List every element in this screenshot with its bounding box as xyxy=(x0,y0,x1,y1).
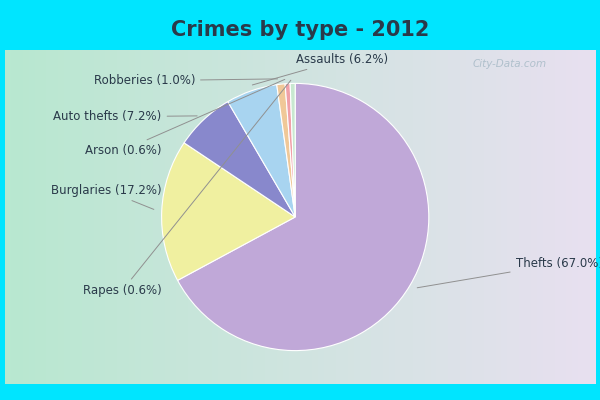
Text: City-Data.com: City-Data.com xyxy=(472,59,547,69)
Wedge shape xyxy=(178,83,429,350)
Text: Arson (0.6%): Arson (0.6%) xyxy=(85,79,285,157)
Wedge shape xyxy=(161,143,295,280)
Wedge shape xyxy=(285,84,295,217)
Text: Rapes (0.6%): Rapes (0.6%) xyxy=(83,80,291,297)
Text: Robberies (1.0%): Robberies (1.0%) xyxy=(94,74,278,87)
Text: Assaults (6.2%): Assaults (6.2%) xyxy=(253,53,388,85)
Text: Burglaries (17.2%): Burglaries (17.2%) xyxy=(51,184,161,210)
Wedge shape xyxy=(277,84,295,217)
Wedge shape xyxy=(184,102,295,217)
Wedge shape xyxy=(290,83,295,217)
Text: Crimes by type - 2012: Crimes by type - 2012 xyxy=(171,20,429,40)
Text: Thefts (67.0%): Thefts (67.0%) xyxy=(417,257,600,288)
Wedge shape xyxy=(228,85,295,217)
Text: Auto thefts (7.2%): Auto thefts (7.2%) xyxy=(53,110,197,123)
